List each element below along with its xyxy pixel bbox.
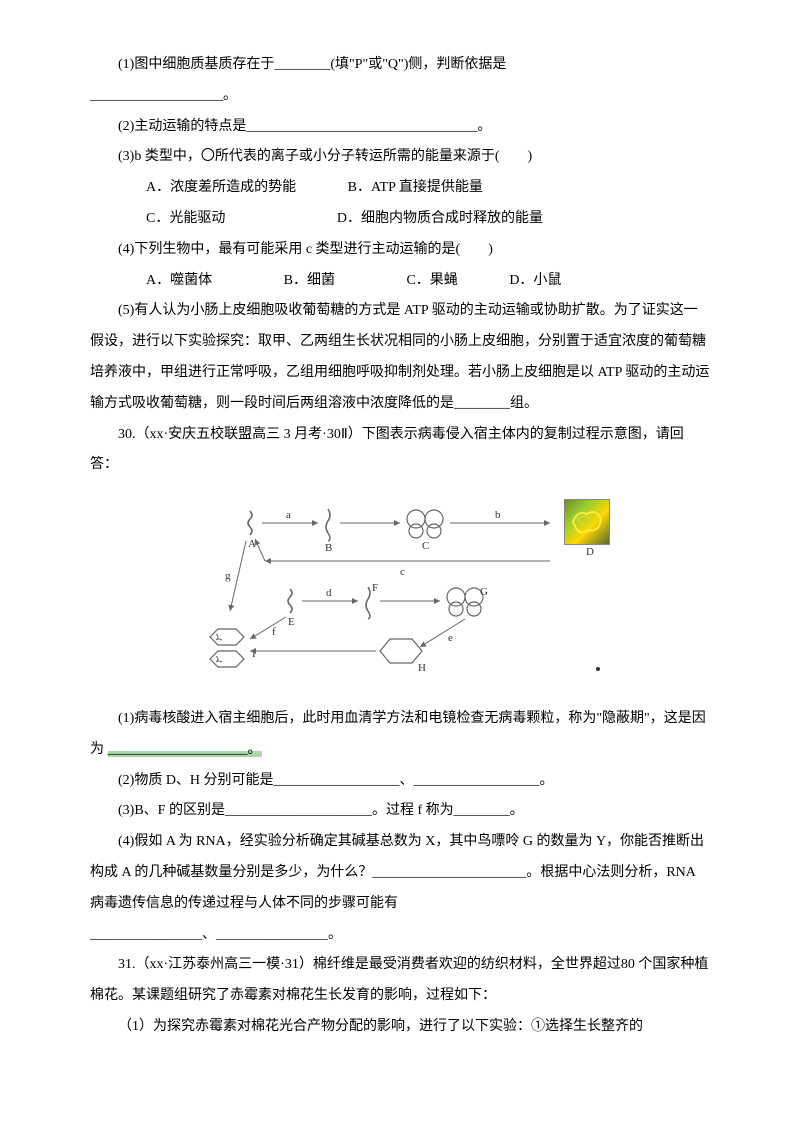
q29-part1: (1)图中细胞质基质存在于________(填"P"或"Q")侧，判断依据是: [90, 50, 710, 81]
q30-part1: (1)病毒核酸进入宿主细胞后，此时用血清学方法和电镜检查无病毒颗粒，称为"隐蔽期…: [90, 704, 710, 766]
svg-text:F: F: [372, 582, 378, 594]
virus-particle-icon: [564, 499, 610, 545]
q29-opt-c: C．光能驱动: [118, 204, 225, 235]
q29-part1-line2: ___________________。: [90, 81, 710, 112]
q30-part3: (3)B、F 的区别是_____________________。过程 f 称为…: [90, 796, 710, 827]
svg-text:D: D: [586, 546, 594, 558]
q31-part1: （1）为探究赤霉素对棉花光合产物分配的影响，进行了以下实验：①选择生长整齐的: [90, 1012, 710, 1043]
virus-diagram-container: A a B C b D g: [90, 491, 710, 694]
svg-text:B: B: [325, 542, 332, 554]
q30-part1-blank: ____________________。: [108, 742, 262, 757]
q29-opt4-b: B．细菌: [256, 266, 335, 297]
q29-opt4-c: C．果蝇: [378, 266, 457, 297]
q29-part3-options-row2: C．光能驱动 D．细胞内物质合成时释放的能量: [90, 204, 710, 235]
q29-part4-options: A．噬菌体 B．细菌 C．果蝇 D．小鼠: [90, 266, 710, 297]
q29-opt-a: A．浓度差所造成的势能: [118, 173, 296, 204]
svg-text:d: d: [326, 587, 332, 599]
svg-text:c: c: [400, 566, 405, 578]
svg-text:b: b: [495, 509, 501, 521]
svg-text:I: I: [252, 648, 256, 660]
q31-stem: 31.（xx·江苏泰州高三一模·31）棉纤维是最受消费者欢迎的纺织材料，全世界超…: [90, 950, 710, 1012]
q30-stem: 30.（xx·安庆五校联盟高三 3 月考·30Ⅱ）下图表示病毒侵入宿主体内的复制…: [90, 420, 710, 482]
q29-part2: (2)主动运输的特点是_____________________________…: [90, 112, 710, 143]
q29-part5: (5)有人认为小肠上皮细胞吸收葡萄糖的方式是 ATP 驱动的主动运输或协助扩散。…: [90, 296, 710, 419]
virus-diagram: A a B C b D g: [190, 491, 610, 681]
svg-text:C: C: [422, 540, 429, 552]
q29-opt-b: B．ATP 直接提供能量: [320, 173, 483, 204]
q29-part4: (4)下列生物中，最有可能采用 c 类型进行主动运输的是( ): [90, 235, 710, 266]
diagram-svg: A a B C b D g: [190, 491, 610, 681]
svg-text:H: H: [418, 662, 426, 674]
svg-text:e: e: [448, 632, 453, 644]
svg-text:G: G: [480, 586, 488, 598]
q29-opt-d: D．细胞内物质合成时释放的能量: [309, 204, 543, 235]
document-page: (1)图中细胞质基质存在于________(填"P"或"Q")侧，判断依据是 _…: [0, 0, 800, 1083]
svg-text:E: E: [288, 616, 295, 628]
svg-text:f: f: [272, 626, 276, 638]
q29-part3: (3)b 类型中，〇所代表的离子或小分子转运所需的能量来源于( ): [90, 142, 710, 173]
svg-text:a: a: [286, 509, 291, 521]
svg-text:g: g: [225, 570, 231, 582]
q30-part2: (2)物质 D、H 分别可能是__________________、______…: [90, 766, 710, 797]
q29-opt4-a: A．噬菌体: [118, 266, 212, 297]
q30-part4: (4)假如 A 为 RNA，经实验分析确定其碱基总数为 X，其中鸟嘌呤 G 的数…: [90, 827, 710, 919]
svg-text:A: A: [248, 538, 256, 550]
q29-part3-options-row1: A．浓度差所造成的势能 B．ATP 直接提供能量: [90, 173, 710, 204]
q29-opt4-d: D．小鼠: [481, 266, 561, 297]
q30-part4-line2: ________________、________________。: [90, 920, 710, 951]
